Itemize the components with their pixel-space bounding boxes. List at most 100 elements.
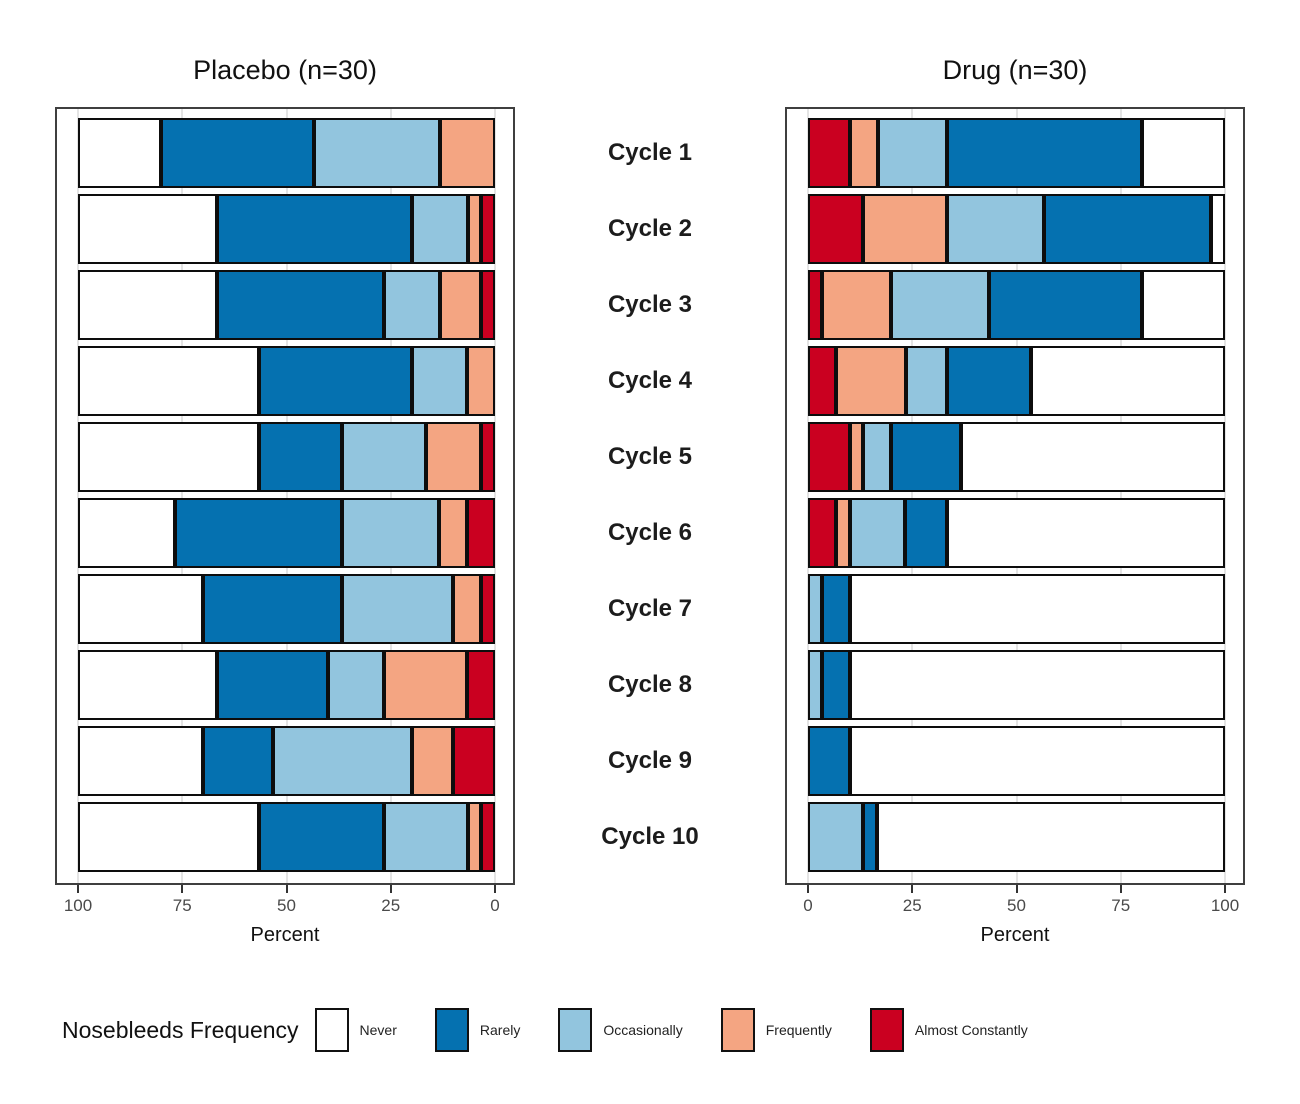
bar-segment-almost-constantly	[467, 650, 495, 720]
bar-segment-never	[946, 498, 1225, 568]
bar-drug-cycle-10	[808, 802, 1225, 872]
legend: Nosebleeds Frequency Never Rarely Occasion…	[62, 1000, 1252, 1060]
bar-segment-occasionally	[877, 118, 948, 188]
bar-drug-cycle-1	[808, 118, 1226, 188]
bar-segment-occasionally	[849, 498, 906, 568]
bar-segment-almost-constantly	[808, 270, 822, 340]
legend-item-almost-constantly: Almost Constantly	[869, 1008, 1028, 1052]
bar-segment-rarely	[203, 726, 273, 796]
bar-placebo-cycle-1	[78, 118, 495, 188]
cycle-label: Cycle 5	[607, 443, 693, 470]
bar-segment-never	[849, 650, 1225, 720]
bar-segment-never	[78, 118, 162, 188]
bar-segment-never	[849, 574, 1225, 644]
drug-panel: 0 25 50 75 100	[785, 107, 1245, 915]
bar-placebo-cycle-9	[78, 726, 495, 796]
bar-segment-frequently	[835, 498, 850, 568]
cycle-label: Cycle 7	[607, 595, 693, 622]
bar-segment-occasionally	[863, 422, 892, 492]
legend-key-swatch	[720, 1008, 755, 1052]
bar-segment-rarely	[988, 270, 1142, 340]
major-gridline	[911, 109, 914, 883]
bar-segment-never	[78, 194, 218, 264]
bar-segment-frequently	[439, 498, 468, 568]
placebo-panel: 100 75 50 25 0	[55, 107, 515, 915]
cycle-label: Cycle 9	[607, 747, 693, 774]
legend-key-swatch	[558, 1008, 593, 1052]
bar-segment-almost-constantly	[481, 270, 495, 340]
bar-segment-occasionally	[411, 346, 468, 416]
bar-segment-almost-constantly	[808, 118, 850, 188]
axis-tick-label: 75	[1111, 896, 1131, 915]
bar-segment-never	[1030, 346, 1226, 416]
bar-segment-almost-constantly	[808, 346, 836, 416]
bar-placebo-cycle-3	[78, 270, 495, 340]
bar-placebo-cycle-2	[78, 194, 495, 264]
bar-segment-never	[78, 498, 176, 568]
legend-key-swatch	[434, 1008, 469, 1052]
x-axis-label-placebo: Percent	[250, 924, 320, 946]
bar-segment-rarely	[821, 574, 850, 644]
axis-tick-label: 0	[803, 896, 813, 915]
bar-segment-occasionally	[808, 650, 822, 720]
axis-tick-label: 25	[902, 896, 922, 915]
bar-drug-cycle-2	[808, 194, 1225, 264]
bar-segment-occasionally	[412, 194, 468, 264]
axis-tick-label: 25	[381, 896, 401, 915]
axis-tick-label: 100	[63, 896, 93, 915]
bar-segment-occasionally	[946, 194, 1044, 264]
bar-segment-never	[961, 422, 1225, 492]
major-gridline	[389, 109, 392, 883]
legend-key-swatch	[314, 1008, 349, 1052]
bar-segment-almost-constantly	[808, 422, 850, 492]
bar-segment-occasionally	[342, 422, 426, 492]
panel-title-placebo: Placebo (n=30)	[193, 55, 377, 85]
cycle-label: Cycle 6	[607, 519, 693, 546]
bar-segment-almost-constantly	[481, 574, 495, 644]
bar-segment-frequently	[411, 726, 454, 796]
bar-drug-cycle-3	[808, 270, 1225, 340]
bar-segment-never	[1141, 270, 1225, 340]
bar-segment-frequently	[425, 422, 482, 492]
bar-segment-never	[78, 650, 217, 720]
bar-segment-occasionally	[808, 802, 864, 872]
axis-tick-label: 75	[172, 896, 192, 915]
bar-segment-frequently	[439, 118, 495, 188]
bar-segment-rarely	[891, 422, 961, 492]
bar-segment-rarely	[1044, 194, 1211, 264]
axis-tick-label: 50	[277, 896, 296, 915]
legend-item-never: Never	[314, 1008, 397, 1052]
major-gridline	[181, 109, 184, 883]
bar-placebo-cycle-7	[78, 574, 495, 644]
bar-segment-occasionally	[341, 498, 440, 568]
axis-tick-label: 100	[1210, 896, 1240, 915]
bar-segment-never	[78, 346, 259, 416]
bar-segment-never	[1210, 194, 1225, 264]
bar-segment-frequently	[453, 574, 482, 644]
legend-item-frequently: Frequently	[720, 1008, 832, 1052]
panel-title-drug: Drug (n=30)	[942, 55, 1088, 85]
cycle-label: Cycle 2	[607, 215, 693, 242]
bar-segment-rarely	[821, 650, 850, 720]
bar-drug-cycle-6	[808, 498, 1225, 568]
bar-segment-occasionally	[272, 726, 412, 796]
bar-segment-never	[78, 574, 204, 644]
bar-segment-never	[78, 726, 204, 796]
bar-placebo-cycle-6	[78, 498, 495, 568]
legend-title: Nosebleeds Frequency	[62, 1016, 299, 1043]
bar-segment-never	[1141, 118, 1226, 188]
bar-segment-rarely	[216, 650, 329, 720]
bar-segment-almost-constantly	[481, 802, 495, 872]
bar-segment-never	[877, 802, 1225, 872]
bar-segment-never	[849, 726, 1225, 796]
major-gridline	[1224, 109, 1226, 883]
bar-segment-almost-constantly	[808, 498, 836, 568]
bar-segment-rarely	[905, 498, 947, 568]
bar-segment-rarely	[258, 346, 412, 416]
cycle-label: Cycle 3	[607, 291, 693, 318]
bar-drug-cycle-7	[808, 574, 1225, 644]
bar-segment-occasionally	[384, 802, 468, 872]
bar-segment-rarely	[203, 574, 342, 644]
bar-segment-frequently	[467, 194, 482, 264]
